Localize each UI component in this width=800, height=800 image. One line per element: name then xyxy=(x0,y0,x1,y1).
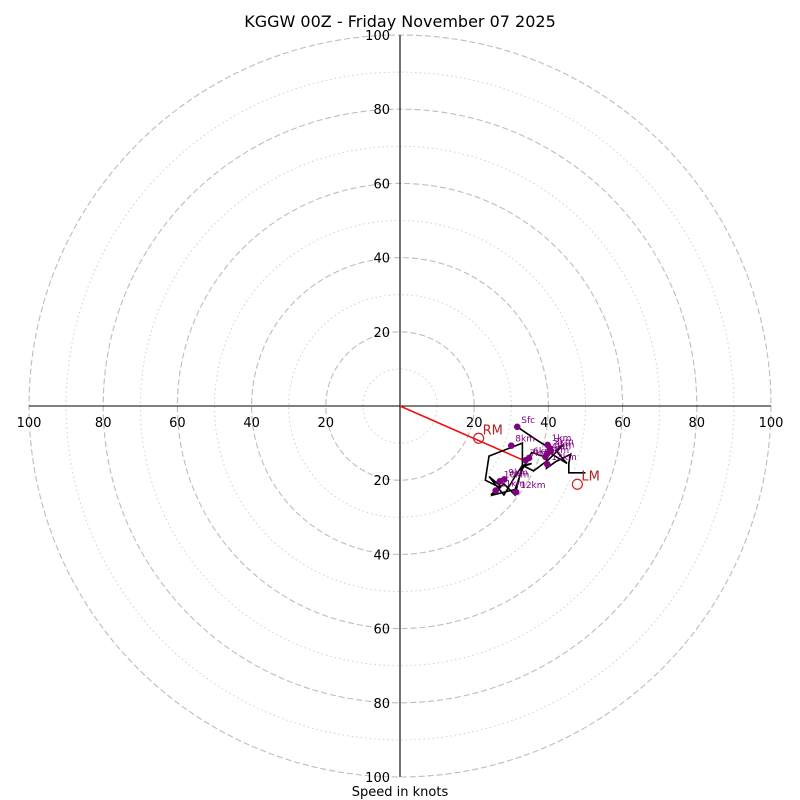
height-label-8km: 8km xyxy=(515,435,535,445)
x-tick-label: 40 xyxy=(243,416,260,431)
x-tick-label: 60 xyxy=(169,416,186,431)
height-label-6km: 6km xyxy=(533,447,553,457)
height-label-9km: 9km xyxy=(508,468,528,478)
x-tick-label: 20 xyxy=(466,416,483,431)
x-tick-label: 80 xyxy=(95,416,112,431)
height-point-5km xyxy=(542,453,549,461)
x-tick-label: 100 xyxy=(17,416,42,431)
height-point-11km xyxy=(492,487,500,494)
height-label-12km: 12km xyxy=(520,481,545,491)
height-point-13km xyxy=(543,460,551,468)
height-point-10km xyxy=(496,478,504,485)
y-tick-label: 60 xyxy=(373,623,390,638)
height-label-7km: 7km xyxy=(530,449,550,459)
height-label-11km: 11km xyxy=(500,480,525,490)
x-axis-label: Speed in knots xyxy=(352,785,449,800)
y-tick-label: 40 xyxy=(373,548,390,563)
height-point-7km xyxy=(522,456,530,464)
y-tick-label: 80 xyxy=(373,103,390,118)
height-label-10km: 10km xyxy=(504,470,529,480)
y-tick-label: 60 xyxy=(373,177,390,192)
height-label-1km: 1km xyxy=(552,434,572,444)
y-tick-labels: 100 80 60 40 20 20 40 60 80 100 xyxy=(365,29,390,786)
y-tick-label: 100 xyxy=(365,771,390,786)
height-point-8km xyxy=(508,442,515,449)
y-tick-label: 20 xyxy=(373,326,390,341)
height-label-2km: 2km xyxy=(554,437,574,447)
shear-vector xyxy=(399,405,523,461)
x-tick-label: 20 xyxy=(318,416,335,431)
height-point-sfc xyxy=(513,423,521,431)
x-tick-label: 60 xyxy=(614,416,631,431)
x-tick-label: 40 xyxy=(540,416,557,431)
height-label-4km: 4km xyxy=(551,442,571,452)
y-tick-label: 20 xyxy=(373,474,390,489)
y-tick-label: 80 xyxy=(373,697,390,712)
height-label-5km: 5km xyxy=(549,446,569,456)
height-point-12km xyxy=(512,488,520,496)
height-label-sfc: Sfc xyxy=(521,416,535,426)
storm-motion-rm-label: RM xyxy=(483,423,503,438)
storm-motion-rm-marker xyxy=(473,432,485,444)
height-label-13km: 13km xyxy=(551,453,576,463)
height-label-3km: 3km xyxy=(555,440,575,450)
storm-motion-markers: RM LM xyxy=(473,423,600,490)
x-tick-label: 80 xyxy=(689,416,706,431)
chart-title: KGGW 00Z - Friday November 07 2025 xyxy=(244,12,556,31)
y-tick-label: 40 xyxy=(373,252,390,267)
y-tick-label: 100 xyxy=(365,29,390,44)
storm-motion-lm-marker xyxy=(571,478,583,490)
x-tick-labels: 100 80 60 40 20 20 40 60 80 100 xyxy=(17,416,784,431)
x-tick-label: 100 xyxy=(759,416,784,431)
storm-motion-lm-label: LM xyxy=(581,469,599,484)
